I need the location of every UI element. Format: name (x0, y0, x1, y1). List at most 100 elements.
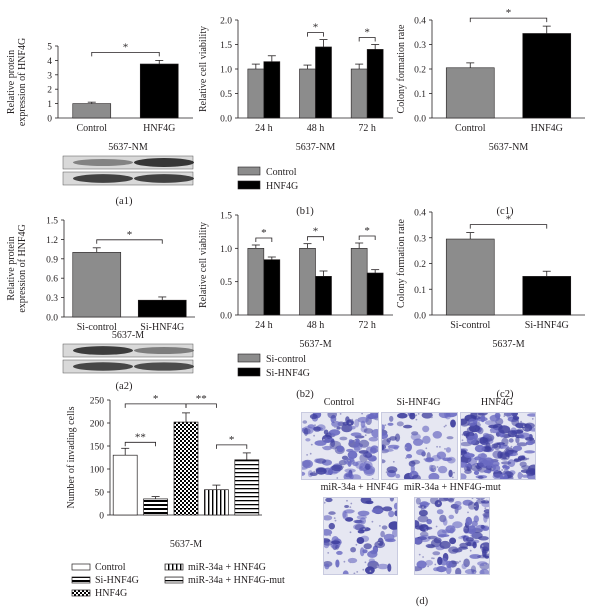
b2-bar-si-control-1 (299, 248, 316, 316)
blot-band (134, 346, 194, 355)
c2-bar-0 (445, 238, 495, 316)
d-significance-0-mark: ** (135, 431, 146, 443)
panel-b2: 0.0 0.5 1.0 1.5 Relative cell viability 24 h *… (198, 212, 393, 350)
a2-y-tick-label: 0.6 (46, 275, 58, 285)
b1-x-tick-label: 72 h (358, 123, 376, 134)
c2-x-label: 5637-M (492, 339, 524, 350)
d-y-tick-label: 0 (99, 512, 104, 522)
a2-y-tick-label: 0.9 (46, 255, 58, 265)
blot-band (73, 174, 133, 183)
b2-y-tick-label: 0.5 (220, 278, 232, 288)
d-bar-4 (234, 459, 260, 516)
micrograph-3 (323, 497, 398, 575)
b2-y-tick-label: 1.0 (220, 245, 232, 255)
panel-label-a1: (a1) (116, 196, 133, 207)
b2-legend-label-1: Si-HNF4G (266, 368, 310, 379)
b2-y-label: Relative cell viability (198, 222, 209, 308)
a1-y-tick-label: 3 (47, 71, 52, 81)
b2-x-tick-label: 24 h (255, 320, 273, 331)
d-x-label: 5637-M (170, 539, 202, 550)
blot-band (134, 174, 194, 183)
a2-significance-mark: * (127, 229, 133, 241)
panel-b1: 0.0 0.5 1.0 1.5 2.0 Relative cell viability 24… (198, 17, 393, 153)
legends: Control Si-HNF4G HNF4G miR-34a + HNF4G miR-3… (71, 166, 310, 599)
a1-x-tick-label: HNF4G (143, 123, 175, 134)
b1-legend-swatch-0 (237, 166, 261, 176)
b1-legend-label-1: HNF4G (266, 181, 298, 192)
a1-y-label: Relative proteinexpression of HNF4G (6, 38, 28, 126)
c1-significance-mark: * (506, 7, 512, 19)
d-legend-swatch-4 (164, 576, 184, 584)
a1-bar-0 (72, 103, 112, 119)
c2-y-tick-label: 0.0 (414, 312, 426, 322)
a2-x-tick-label: Si-control (77, 322, 117, 333)
d-bar-3 (204, 489, 229, 516)
a2-x-tick-label: Si-HNF4G (140, 322, 184, 333)
panel-d: 0 50 100 150 200 250 Number of invading cells *… (66, 393, 262, 550)
c1-x-tick-label: HNF4G (531, 123, 563, 134)
blot-caption: 5637-NM (108, 142, 148, 153)
western-blots: 5637-NM 5637-M (62, 142, 194, 374)
b1-bar-hnf4g-0 (263, 61, 281, 119)
panel-a2: 0.0 0.3 0.6 0.9 1.2 1.5 Relative proteinexpres… (6, 217, 195, 333)
b1-significance-2-mark: * (364, 27, 370, 39)
d-y-tick-label: 150 (90, 443, 105, 453)
d-y-tick-label: 50 (95, 489, 105, 499)
b2-x-label: 5637-M (299, 339, 331, 350)
a2-y-tick-label: 0.0 (46, 314, 58, 324)
b1-y-tick-label: 1.0 (220, 66, 232, 76)
c1-significance (469, 17, 548, 23)
micrograph-label-2: HNF4G (480, 397, 514, 408)
c2-y-tick-label: 0.3 (414, 234, 426, 244)
micrograph-cells (382, 413, 457, 479)
micrograph-label-4: miR-34a + HNF4G-mut (404, 482, 501, 493)
blot-band (73, 159, 133, 166)
panel-c2: 0.0 0.1 0.2 0.3 0.4 Colony formation rate Si-c… (396, 209, 585, 350)
c2-significance (469, 224, 548, 229)
d-legend-swatch-2 (71, 589, 91, 597)
blot-band (134, 158, 194, 167)
d-significance-1-mark: * (153, 393, 159, 405)
b1-legend-label-0: Control (266, 167, 297, 178)
d-y-tick-label: 200 (90, 420, 105, 430)
d-bar-2 (173, 421, 199, 516)
a1-x-tick-label: Control (76, 123, 107, 134)
a1-y-tick-label: 4 (47, 57, 52, 67)
b2-bar-si-control-2 (350, 248, 368, 316)
c1-x-label: 5637-NM (489, 142, 529, 153)
c2-significance-mark: * (506, 214, 512, 226)
micrograph-0 (301, 412, 379, 480)
a2-bar-0 (72, 252, 122, 318)
a2-bar-1 (137, 299, 187, 318)
b2-legend-swatch-0 (237, 353, 261, 363)
micrograph-label-3: miR-34a + HNF4G (320, 482, 399, 493)
micrograph-label-1: Si-HNF4G (396, 397, 441, 408)
micrograph-cells (324, 498, 397, 574)
b1-bar-control-0 (247, 68, 265, 119)
b1-bar-hnf4g-1 (315, 46, 332, 119)
b2-legend-swatch-1 (237, 367, 261, 377)
a1-significance (91, 52, 160, 57)
d-y-label: Number of invading cells (66, 406, 77, 508)
a2-y-label: Relative proteinexpression of HNF4G (6, 224, 28, 312)
blot-caption: 5637-M (112, 330, 144, 341)
c2-bar-1 (522, 276, 572, 316)
c2-x-tick-label: Si-HNF4G (525, 320, 569, 331)
panel-label-d: (d) (416, 596, 429, 607)
d-legend-label-4: miR-34a + HNF4G-mut (188, 575, 285, 586)
b1-y-label: Relative cell viability (198, 26, 209, 112)
c1-y-tick-label: 0.4 (414, 17, 426, 27)
b1-x-tick-label: 24 h (255, 123, 273, 134)
b2-bar-si-hnf4g-0 (263, 259, 281, 316)
blot-band (73, 346, 133, 355)
panel-label-c2: (c2) (497, 389, 514, 400)
micrograph-cells (461, 413, 535, 479)
d-significance-2 (185, 403, 217, 408)
d-legend-label-3: miR-34a + HNF4G (188, 562, 266, 573)
d-y-tick-label: 100 (90, 466, 105, 476)
a2-y-tick-label: 0.3 (46, 294, 58, 304)
panel-label-c1: (c1) (497, 206, 514, 217)
d-legend-swatch-0 (71, 563, 91, 571)
b1-bar-control-2 (350, 68, 368, 119)
a1-y-tick-label: 1 (47, 100, 52, 110)
